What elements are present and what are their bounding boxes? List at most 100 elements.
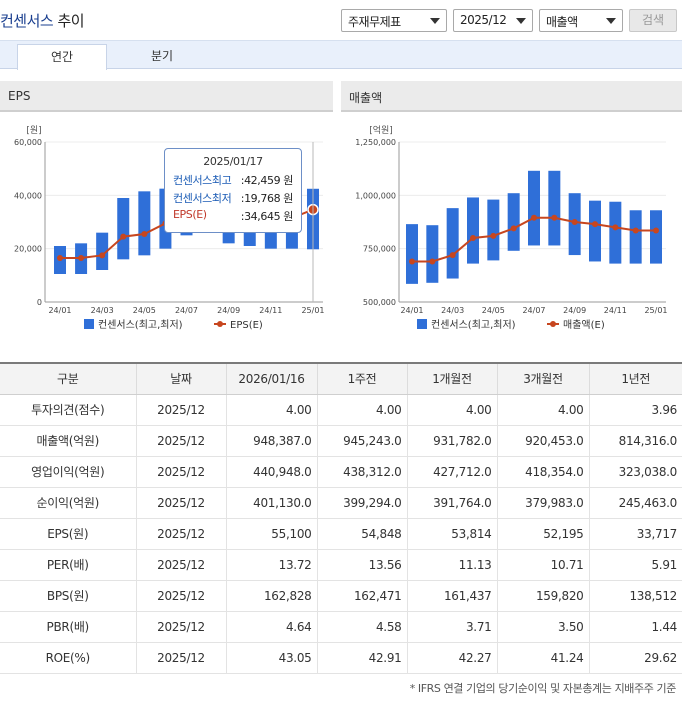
row-value: 162,471 bbox=[317, 580, 408, 612]
row-value: 1.44 bbox=[589, 611, 682, 643]
chevron-down-icon bbox=[430, 18, 440, 24]
series-point bbox=[429, 258, 436, 265]
row-value: 245,463.0 bbox=[589, 487, 682, 519]
chevron-down-icon bbox=[606, 18, 616, 24]
table-row: PER(배) 2025/12 13.72 13.56 11.13 10.71 5.91 bbox=[0, 549, 682, 581]
row-value: 931,782.0 bbox=[407, 425, 498, 457]
row-value: 13.56 bbox=[317, 549, 408, 581]
col-header-1m: 1개월전 bbox=[407, 362, 498, 395]
row-value: 4.00 bbox=[317, 394, 408, 426]
y-tick-label: 60,000 bbox=[14, 138, 42, 147]
range-bar bbox=[629, 210, 642, 264]
row-value: 399,294.0 bbox=[317, 487, 408, 519]
row-value: 5.91 bbox=[589, 549, 682, 581]
series-point bbox=[490, 232, 497, 239]
legend-swatch-range bbox=[417, 319, 427, 329]
series-point bbox=[141, 231, 148, 237]
row-date: 2025/12 bbox=[136, 425, 227, 457]
row-value: 427,712.0 bbox=[407, 456, 498, 488]
tooltip-low-label: 컨센서스최저 bbox=[173, 192, 232, 205]
row-date: 2025/12 bbox=[136, 580, 227, 612]
x-tick-label: 25/01 bbox=[301, 306, 324, 315]
item-select[interactable]: 매출액 bbox=[539, 9, 623, 32]
title-main: 컨센서스 bbox=[0, 12, 54, 30]
consensus-table: 구분 날짜 2026/01/16 1주전 1개월전 3개월전 1년전 투자의견(… bbox=[0, 362, 682, 674]
row-value: 323,038.0 bbox=[589, 456, 682, 488]
row-value: 53,814 bbox=[407, 518, 498, 550]
range-bar bbox=[138, 191, 151, 256]
series-point bbox=[510, 225, 517, 232]
row-value: 4.00 bbox=[407, 394, 498, 426]
table-row: 매출액(억원) 2025/12 948,387.0 945,243.0 931,782.… bbox=[0, 425, 682, 457]
row-value: 33,717 bbox=[589, 518, 682, 550]
row-value: 814,316.0 bbox=[589, 425, 682, 457]
row-label: EPS(원) bbox=[0, 518, 137, 550]
y-tick-label: 20,000 bbox=[14, 245, 42, 254]
title-suffix: 추이 bbox=[57, 12, 85, 30]
series-point bbox=[120, 233, 127, 240]
row-value: 52,195 bbox=[497, 518, 590, 550]
row-value: 4.58 bbox=[317, 611, 408, 643]
x-tick-label: 24/03 bbox=[91, 306, 114, 315]
tooltip-row-high: 컨센서스최고 :42,459 원 bbox=[173, 172, 293, 190]
row-label: PBR(배) bbox=[0, 611, 137, 643]
table-row: 순이익(억원) 2025/12 401,130.0 399,294.0 391,764.… bbox=[0, 487, 682, 519]
range-bar bbox=[426, 225, 439, 283]
col-header-1y: 1년전 bbox=[589, 362, 682, 395]
search-button[interactable]: 검색 bbox=[629, 9, 677, 32]
col-header-current: 2026/01/16 bbox=[226, 362, 318, 395]
tooltip-high-label: 컨센서스최고 bbox=[173, 174, 232, 187]
statement-type-select[interactable]: 주재무제표 bbox=[341, 9, 447, 32]
row-date: 2025/12 bbox=[136, 487, 227, 519]
col-header-1w: 1주전 bbox=[317, 362, 408, 395]
tooltip-eps-value: :34,645 원 bbox=[240, 210, 294, 223]
row-date: 2025/12 bbox=[136, 549, 227, 581]
row-label: 순이익(억원) bbox=[0, 487, 137, 519]
row-label: PER(배) bbox=[0, 549, 137, 581]
legend-swatch-dot bbox=[550, 321, 556, 327]
row-value: 41.24 bbox=[497, 642, 590, 674]
footnote: * IFRS 연결 기업의 당기순이익 및 자본총계는 지배주주 기준 bbox=[409, 682, 677, 695]
tab-annual[interactable]: 연간 bbox=[17, 44, 107, 70]
tooltip-high-value: :42,459 원 bbox=[240, 174, 294, 187]
legend-swatch-dot bbox=[217, 321, 223, 327]
x-tick-label: 24/11 bbox=[259, 306, 282, 315]
row-value: 3.96 bbox=[589, 394, 682, 426]
legend-label-range: 컨센서스(최고,최저) bbox=[431, 319, 516, 331]
tooltip-low-value: :19,768 원 bbox=[240, 192, 294, 205]
range-bar bbox=[117, 198, 130, 260]
range-bar bbox=[528, 170, 540, 246]
row-value: 29.62 bbox=[589, 642, 682, 674]
period-select[interactable]: 2025/12 bbox=[453, 9, 533, 32]
tooltip-date: 2025/01/17 bbox=[203, 155, 263, 168]
y-axis-unit: [억원] bbox=[369, 124, 393, 136]
statement-type-value: 주재무제표 bbox=[348, 15, 401, 29]
row-date: 2025/12 bbox=[136, 456, 227, 488]
tooltip-eps-label: EPS(E) bbox=[173, 208, 207, 221]
page-title: 컨센서스 추이 bbox=[0, 10, 85, 31]
y-tick-label: 40,000 bbox=[14, 191, 42, 200]
col-header-category: 구분 bbox=[0, 362, 137, 395]
legend-label-line: EPS(E) bbox=[230, 320, 263, 331]
row-value: 4.00 bbox=[497, 394, 590, 426]
x-tick-label: 24/05 bbox=[133, 306, 156, 315]
row-value: 159,820 bbox=[497, 580, 590, 612]
row-value: 161,437 bbox=[407, 580, 498, 612]
table-row: PBR(배) 2025/12 4.64 4.58 3.71 3.50 1.44 bbox=[0, 611, 682, 643]
x-tick-label: 24/09 bbox=[563, 306, 586, 315]
row-value: 4.00 bbox=[226, 394, 318, 426]
x-tick-label: 24/07 bbox=[522, 306, 545, 315]
range-bar bbox=[467, 197, 479, 264]
x-tick-label: 25/01 bbox=[644, 306, 667, 315]
range-bar bbox=[487, 199, 500, 261]
row-value: 11.13 bbox=[407, 549, 498, 581]
col-header-date: 날짜 bbox=[136, 362, 227, 395]
row-value: 42.27 bbox=[407, 642, 498, 674]
range-bar bbox=[446, 208, 459, 279]
x-tick-label: 24/01 bbox=[48, 306, 71, 315]
tab-quarterly[interactable]: 분기 bbox=[150, 49, 174, 63]
row-value: 138,512 bbox=[589, 580, 682, 612]
series-point bbox=[531, 214, 537, 221]
range-bar bbox=[406, 224, 418, 284]
tooltip-row-low: 컨센서스최저 :19,768 원 bbox=[173, 190, 293, 208]
